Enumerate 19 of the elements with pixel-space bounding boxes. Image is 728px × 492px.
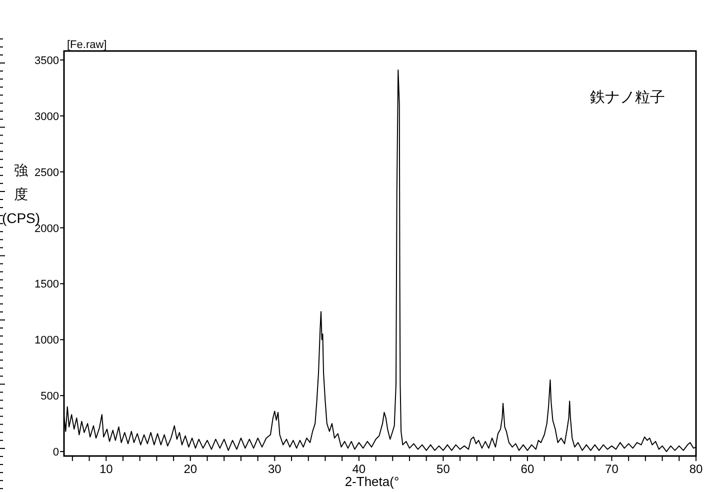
x-tick-label: 60 xyxy=(520,462,534,476)
x-tick-label: 10 xyxy=(99,462,114,476)
x-tick-label: 20 xyxy=(184,462,198,476)
y-tick-label: 1500 xyxy=(34,278,59,291)
x-tick-label: 40 xyxy=(352,462,366,476)
y-tick-label: 0 xyxy=(52,446,59,459)
y-tick-label: 2000 xyxy=(34,222,59,235)
y-tick-label: 1000 xyxy=(34,334,59,347)
y-tick-label: 2500 xyxy=(34,166,59,179)
x-tick-label: 70 xyxy=(605,462,619,476)
annotation: 鉄ナノ粒子 xyxy=(590,89,665,106)
y-tick-label: 3000 xyxy=(34,110,59,123)
y-tick-label: 3500 xyxy=(34,54,59,67)
x-tick-label: 30 xyxy=(268,462,282,476)
x-tick-label: 80 xyxy=(689,462,703,476)
y-tick-label: 500 xyxy=(40,390,59,403)
xlabel: 2-Theta(° xyxy=(344,474,400,489)
title: [Fe.raw] xyxy=(67,39,107,51)
x-tick-label: 50 xyxy=(436,462,450,476)
